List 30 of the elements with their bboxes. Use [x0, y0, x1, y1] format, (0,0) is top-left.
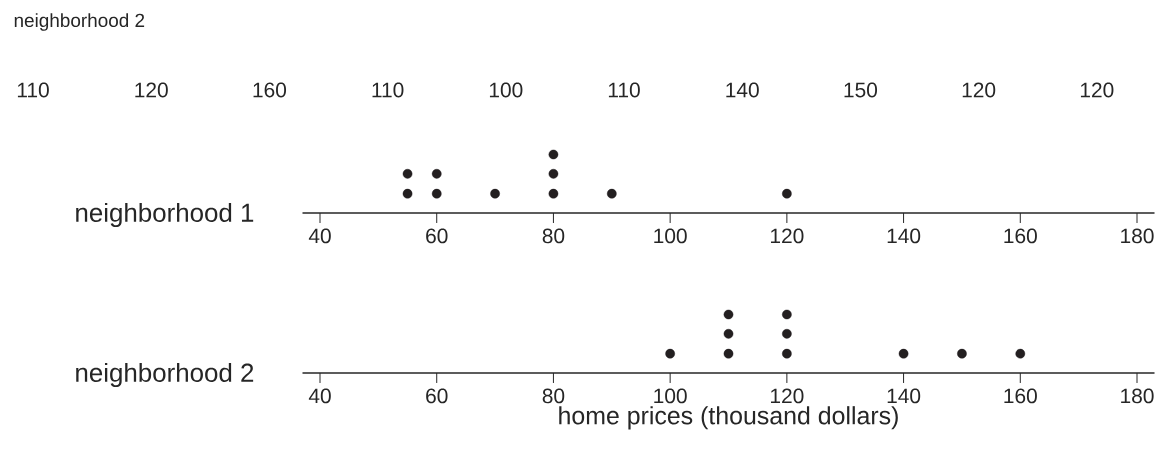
x-axis-title: home prices (thousand dollars): [559, 406, 898, 430]
x-tick-label: 120: [771, 388, 804, 404]
text: 110: [372, 82, 404, 98]
text: 120: [962, 82, 996, 98]
y-axis-title: neighborhood 1: [76, 202, 254, 228]
text: 140: [726, 82, 759, 98]
x-tick-label: 160: [1004, 388, 1037, 404]
y-axis-title: neighborhood 2: [76, 362, 254, 388]
x-tick-label: 100: [654, 228, 687, 244]
text: 120: [135, 82, 168, 98]
text: 100: [489, 82, 523, 98]
text: 150: [844, 82, 878, 98]
text: 110: [608, 82, 640, 98]
x-tick-label: 140: [887, 228, 921, 244]
x-tick-label: 40: [308, 228, 331, 244]
x-tick-label: 60: [426, 388, 448, 404]
text: 110: [17, 82, 49, 98]
x-tick-label: 180: [1121, 228, 1154, 244]
text: neighborhood 2: [14, 13, 145, 31]
x-tick-label: 40: [308, 388, 331, 404]
x-tick-label: 100: [654, 388, 687, 404]
x-tick-label: 160: [1004, 228, 1037, 244]
x-tick-label: 180: [1121, 388, 1154, 404]
x-tick-label: 80: [542, 228, 565, 244]
x-tick-label: 60: [426, 228, 448, 244]
x-tick-label: 140: [887, 388, 921, 404]
text: 160: [253, 82, 287, 98]
text: 120: [1080, 82, 1114, 98]
x-tick-label: 120: [771, 228, 804, 244]
x-tick-label: 80: [542, 388, 565, 404]
